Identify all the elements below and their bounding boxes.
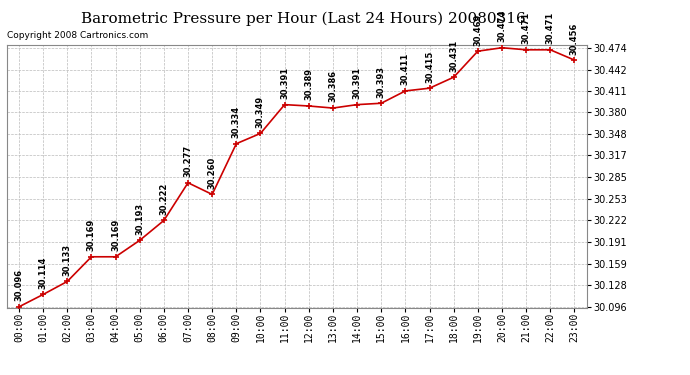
Text: 30.193: 30.193 (135, 202, 144, 235)
Text: 30.431: 30.431 (449, 39, 458, 72)
Text: 30.456: 30.456 (570, 22, 579, 54)
Text: 30.096: 30.096 (14, 269, 23, 301)
Text: 30.391: 30.391 (280, 67, 289, 99)
Text: 30.411: 30.411 (401, 53, 410, 86)
Text: 30.133: 30.133 (63, 244, 72, 276)
Text: 30.349: 30.349 (256, 96, 265, 128)
Text: 30.471: 30.471 (546, 12, 555, 44)
Text: 30.469: 30.469 (473, 13, 482, 46)
Text: 30.391: 30.391 (353, 67, 362, 99)
Text: 30.471: 30.471 (522, 12, 531, 44)
Text: 30.260: 30.260 (208, 157, 217, 189)
Text: 30.389: 30.389 (304, 69, 313, 100)
Text: Barometric Pressure per Hour (Last 24 Hours) 20080316: Barometric Pressure per Hour (Last 24 Ho… (81, 11, 526, 26)
Text: 30.277: 30.277 (184, 145, 193, 177)
Text: 30.393: 30.393 (377, 66, 386, 98)
Text: 30.386: 30.386 (328, 70, 337, 102)
Text: 30.474: 30.474 (497, 10, 506, 42)
Text: 30.415: 30.415 (425, 50, 434, 82)
Text: 30.114: 30.114 (39, 256, 48, 289)
Text: 30.222: 30.222 (159, 183, 168, 215)
Text: 30.334: 30.334 (232, 106, 241, 138)
Text: Copyright 2008 Cartronics.com: Copyright 2008 Cartronics.com (7, 31, 148, 40)
Text: 30.169: 30.169 (87, 219, 96, 251)
Text: 30.169: 30.169 (111, 219, 120, 251)
